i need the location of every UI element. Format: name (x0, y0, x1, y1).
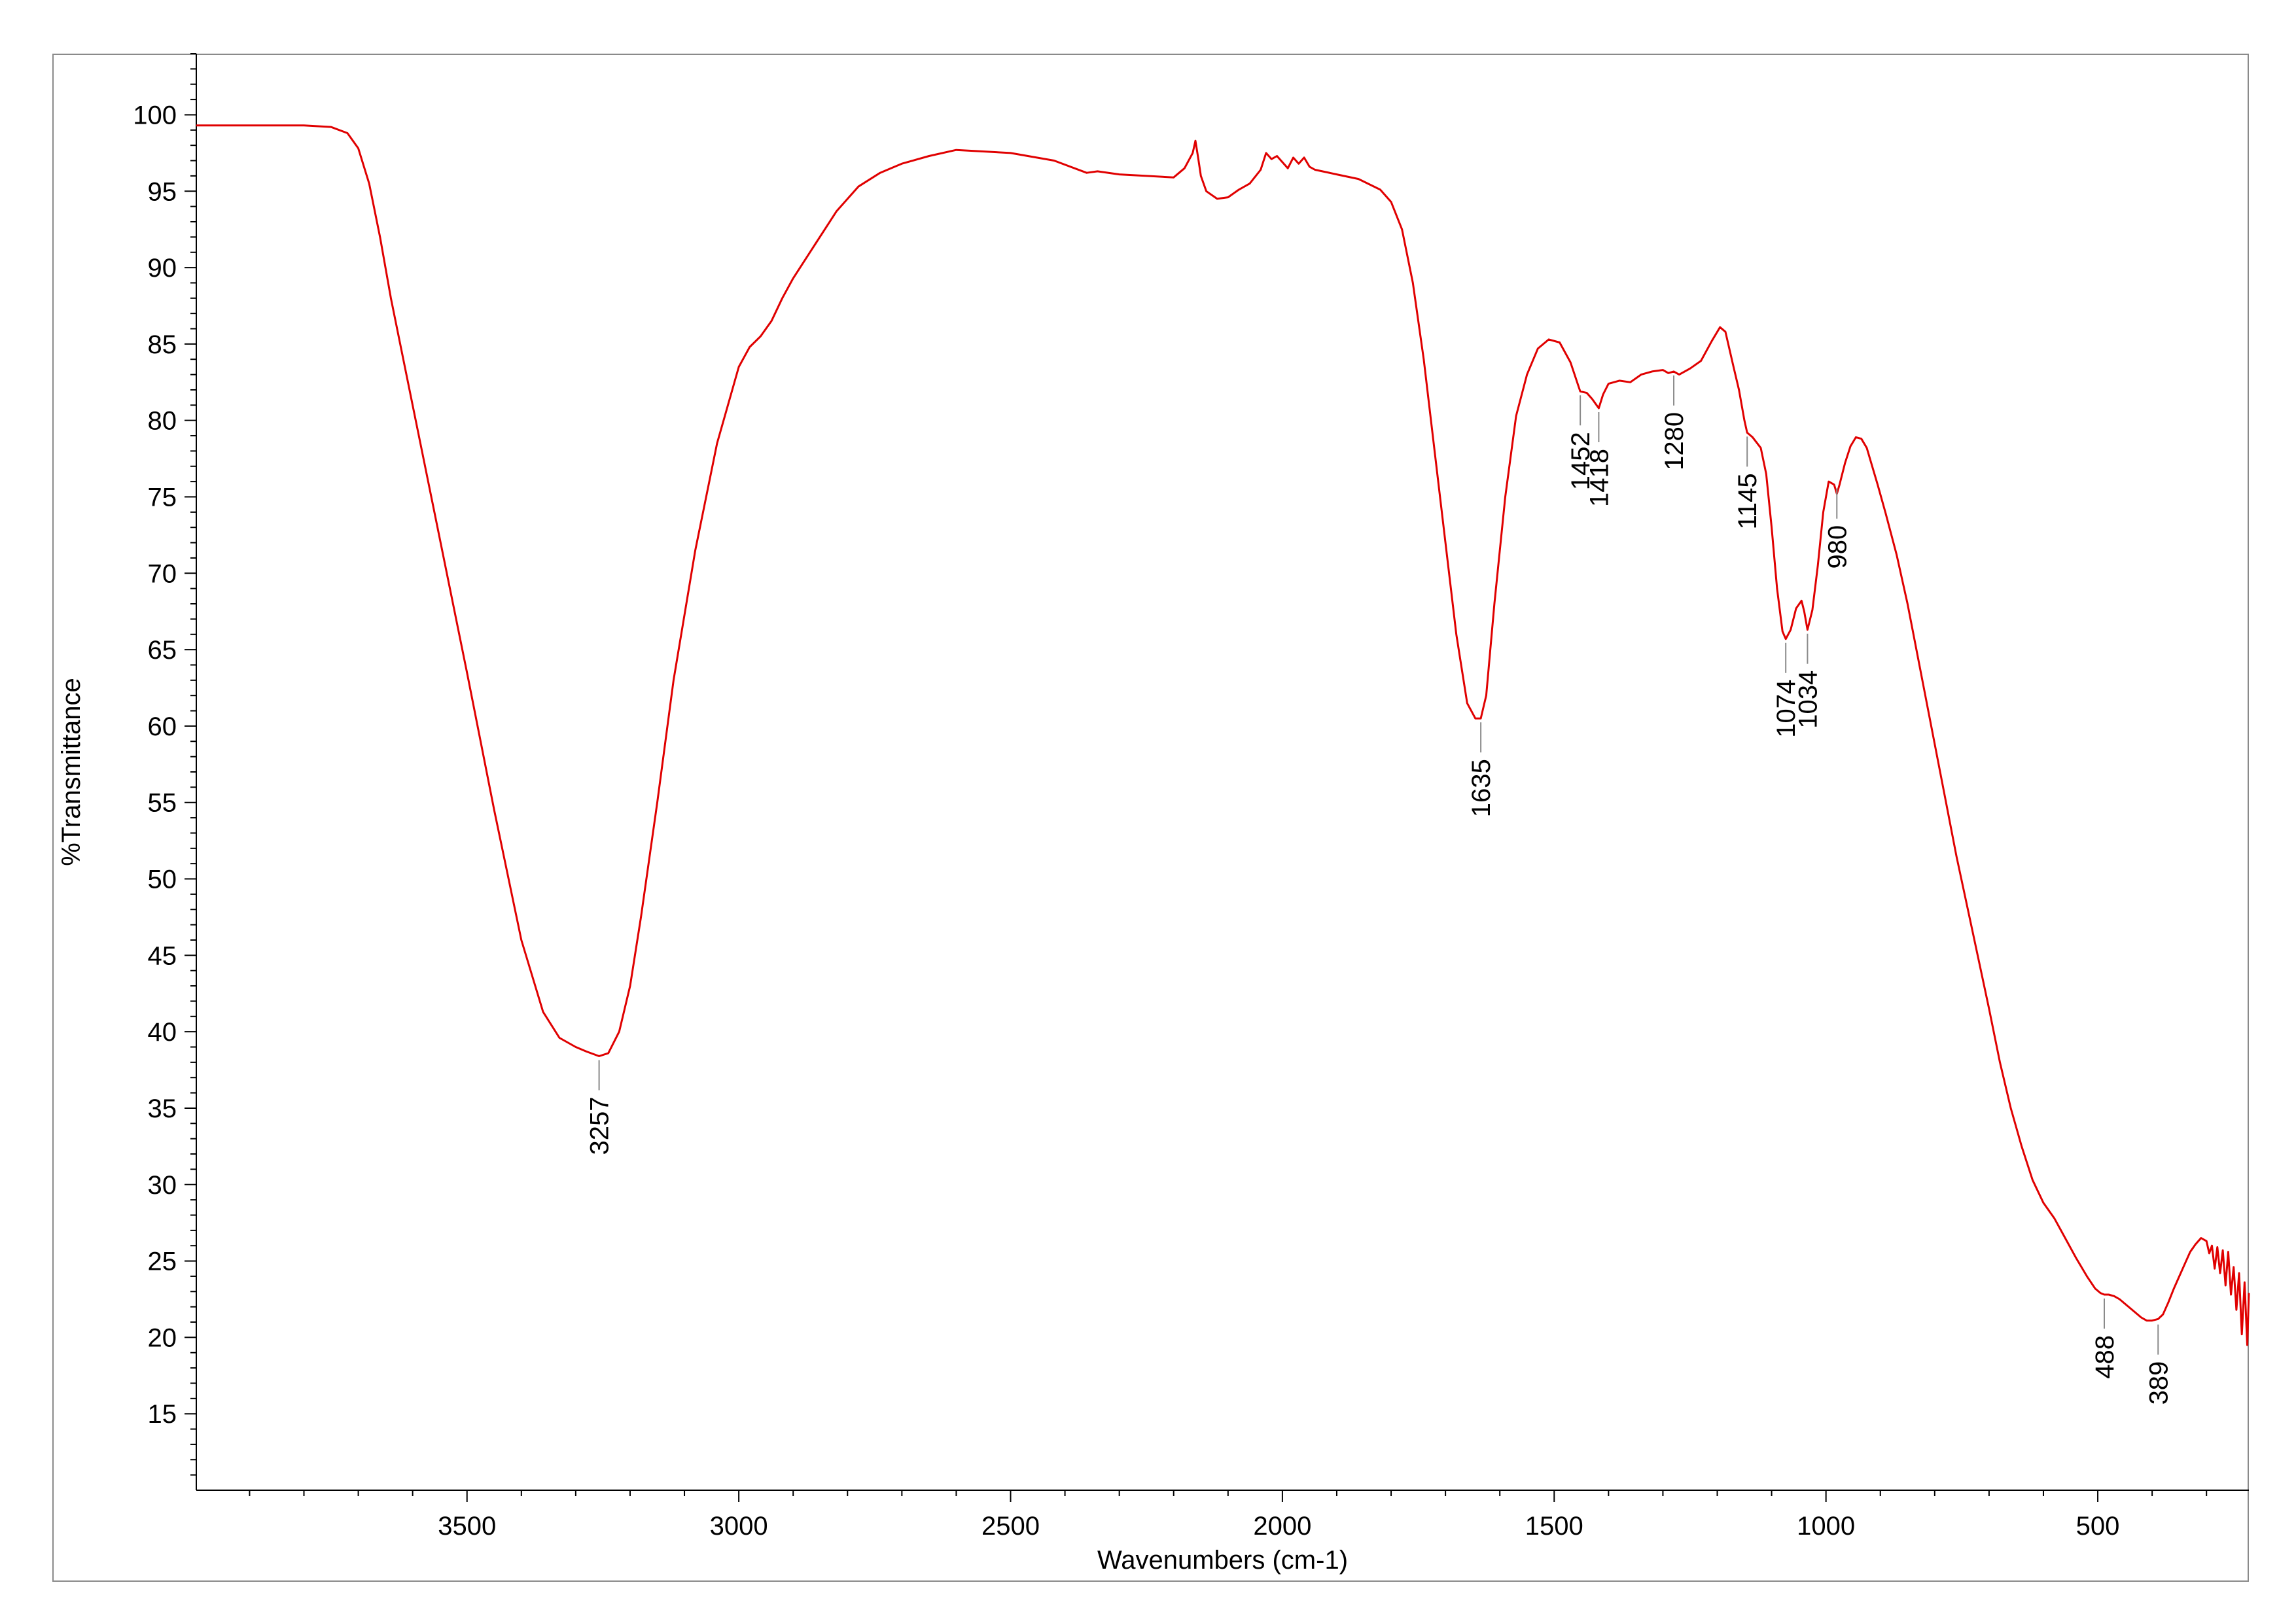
x-tick-label: 500 (2076, 1512, 2120, 1541)
peak-label: 980 (1823, 525, 1852, 569)
y-tick-label: 15 (148, 1400, 177, 1429)
peak-marker: 3257 (586, 1060, 614, 1155)
x-tick-label: 3500 (438, 1512, 496, 1541)
y-tick-label: 55 (148, 789, 177, 818)
peak-marker: 389 (2144, 1324, 2173, 1405)
y-tick-label: 65 (148, 636, 177, 665)
peak-marker: 488 (2091, 1298, 2119, 1379)
peak-label: 1145 (1733, 473, 1762, 529)
peak-label: 1280 (1660, 412, 1689, 470)
peak-marker: 1074 (1772, 642, 1801, 738)
peak-label: 488 (2091, 1335, 2119, 1379)
peak-marker: 1280 (1660, 375, 1689, 470)
x-tick-label: 2000 (1253, 1512, 1311, 1541)
chart-frame (52, 54, 2249, 1582)
y-tick-label: 80 (148, 407, 177, 436)
peak-marker: 1452 (1566, 395, 1595, 490)
y-tick-label: 25 (148, 1248, 177, 1276)
peak-label: 1635 (1467, 759, 1496, 817)
y-tick-label: 85 (148, 330, 177, 359)
peak-marker: 1145 (1733, 436, 1762, 529)
peak-marker: 1034 (1793, 633, 1822, 729)
peak-label: 1452 (1566, 432, 1595, 490)
y-tick-label: 100 (133, 101, 177, 130)
y-tick-label: 60 (148, 712, 177, 741)
peak-marker: 980 (1823, 488, 1852, 569)
y-tick-label: 35 (148, 1094, 177, 1123)
tick-labels: 15 20 25 30 35 40 45 50 55 60 65 70 75 80 85 90 95 100 350… (133, 101, 2119, 1541)
peak-label: 3257 (586, 1097, 614, 1155)
y-tick-label: 95 (148, 177, 177, 206)
x-tick-label: 3000 (710, 1512, 768, 1541)
peak-label: 1074 (1772, 680, 1801, 738)
x-tick-label: 1500 (1525, 1512, 1583, 1541)
x-tick-label: 1000 (1797, 1512, 1855, 1541)
peak-marker: 1418 (1585, 411, 1614, 507)
spectrum-line (196, 124, 2250, 1346)
peak-label: 1034 (1793, 671, 1822, 729)
y-axis-title: %Transmittance (57, 678, 86, 866)
tick-marks (185, 53, 2208, 1502)
y-tick-label: 90 (148, 254, 177, 283)
x-axis-title: Wavenumbers (cm-1) (1097, 1546, 1348, 1575)
peak-label: 389 (2144, 1361, 2173, 1405)
y-tick-label: 30 (148, 1171, 177, 1200)
x-tick-label: 2500 (981, 1512, 1040, 1541)
y-tick-label: 20 (148, 1323, 177, 1352)
peak-label: 1418 (1585, 449, 1614, 507)
y-tick-label: 50 (148, 865, 177, 894)
y-tick-label: 70 (148, 559, 177, 588)
y-tick-label: 75 (148, 483, 177, 512)
peak-marker: 1635 (1467, 722, 1496, 817)
y-tick-label: 45 (148, 941, 177, 970)
y-tick-label: 40 (148, 1018, 177, 1047)
